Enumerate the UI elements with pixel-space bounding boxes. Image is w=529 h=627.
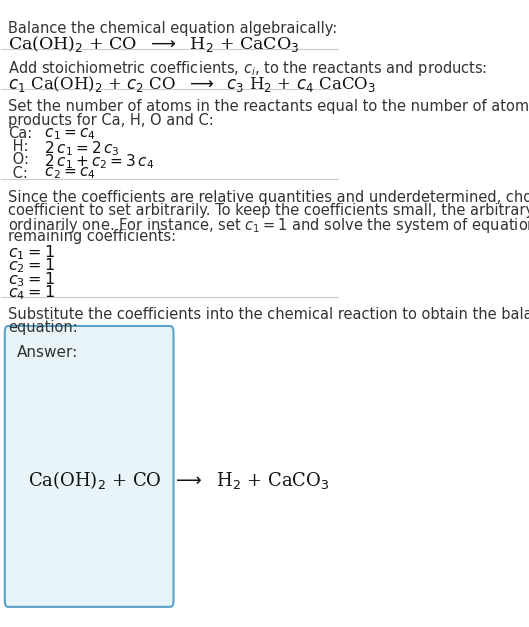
- Text: $c_2 = c_4$: $c_2 = c_4$: [35, 166, 96, 181]
- Text: $c_3 = 1$: $c_3 = 1$: [8, 270, 55, 288]
- Text: Add stoichiometric coefficients, $c_i$, to the reactants and products:: Add stoichiometric coefficients, $c_i$, …: [8, 59, 487, 78]
- Text: H:: H:: [8, 139, 29, 154]
- Text: Balance the chemical equation algebraically:: Balance the chemical equation algebraica…: [8, 21, 338, 36]
- Text: Answer:: Answer:: [16, 345, 78, 360]
- Text: Ca:: Ca:: [8, 126, 32, 141]
- Text: coefficient to set arbitrarily. To keep the coefficients small, the arbitrary va: coefficient to set arbitrarily. To keep …: [8, 203, 529, 218]
- Text: products for Ca, H, O and C:: products for Ca, H, O and C:: [8, 112, 214, 127]
- Text: Ca(OH)$_2$ + CO  $\longrightarrow$  H$_2$ + CaCO$_3$: Ca(OH)$_2$ + CO $\longrightarrow$ H$_2$ …: [29, 469, 330, 491]
- Text: ordinarily one. For instance, set $c_1 = 1$ and solve the system of equations fo: ordinarily one. For instance, set $c_1 =…: [8, 216, 529, 235]
- Text: Since the coefficients are relative quantities and underdetermined, choose a: Since the coefficients are relative quan…: [8, 190, 529, 205]
- Text: O:: O:: [8, 152, 29, 167]
- Text: Set the number of atoms in the reactants equal to the number of atoms in the: Set the number of atoms in the reactants…: [8, 100, 529, 114]
- Text: equation:: equation:: [8, 320, 78, 335]
- FancyBboxPatch shape: [5, 326, 174, 607]
- Text: remaining coefficients:: remaining coefficients:: [8, 229, 176, 245]
- Text: $c_1 = c_4$: $c_1 = c_4$: [35, 126, 96, 142]
- Text: $c_1$ Ca(OH)$_2$ + $c_2$ CO  $\longrightarrow$  $c_3$ H$_2$ + $c_4$ CaCO$_3$: $c_1$ Ca(OH)$_2$ + $c_2$ CO $\longrighta…: [8, 74, 376, 94]
- Text: $2\,c_1 + c_2 = 3\,c_4$: $2\,c_1 + c_2 = 3\,c_4$: [35, 152, 154, 171]
- Text: $c_2 = 1$: $c_2 = 1$: [8, 256, 55, 275]
- Text: $2\,c_1 = 2\,c_3$: $2\,c_1 = 2\,c_3$: [35, 139, 120, 158]
- Text: C:: C:: [8, 166, 28, 181]
- Text: $c_4 = 1$: $c_4 = 1$: [8, 283, 55, 302]
- Text: $c_1 = 1$: $c_1 = 1$: [8, 243, 55, 262]
- Text: Substitute the coefficients into the chemical reaction to obtain the balanced: Substitute the coefficients into the che…: [8, 307, 529, 322]
- Text: Ca(OH)$_2$ + CO  $\longrightarrow$  H$_2$ + CaCO$_3$: Ca(OH)$_2$ + CO $\longrightarrow$ H$_2$ …: [8, 34, 299, 55]
